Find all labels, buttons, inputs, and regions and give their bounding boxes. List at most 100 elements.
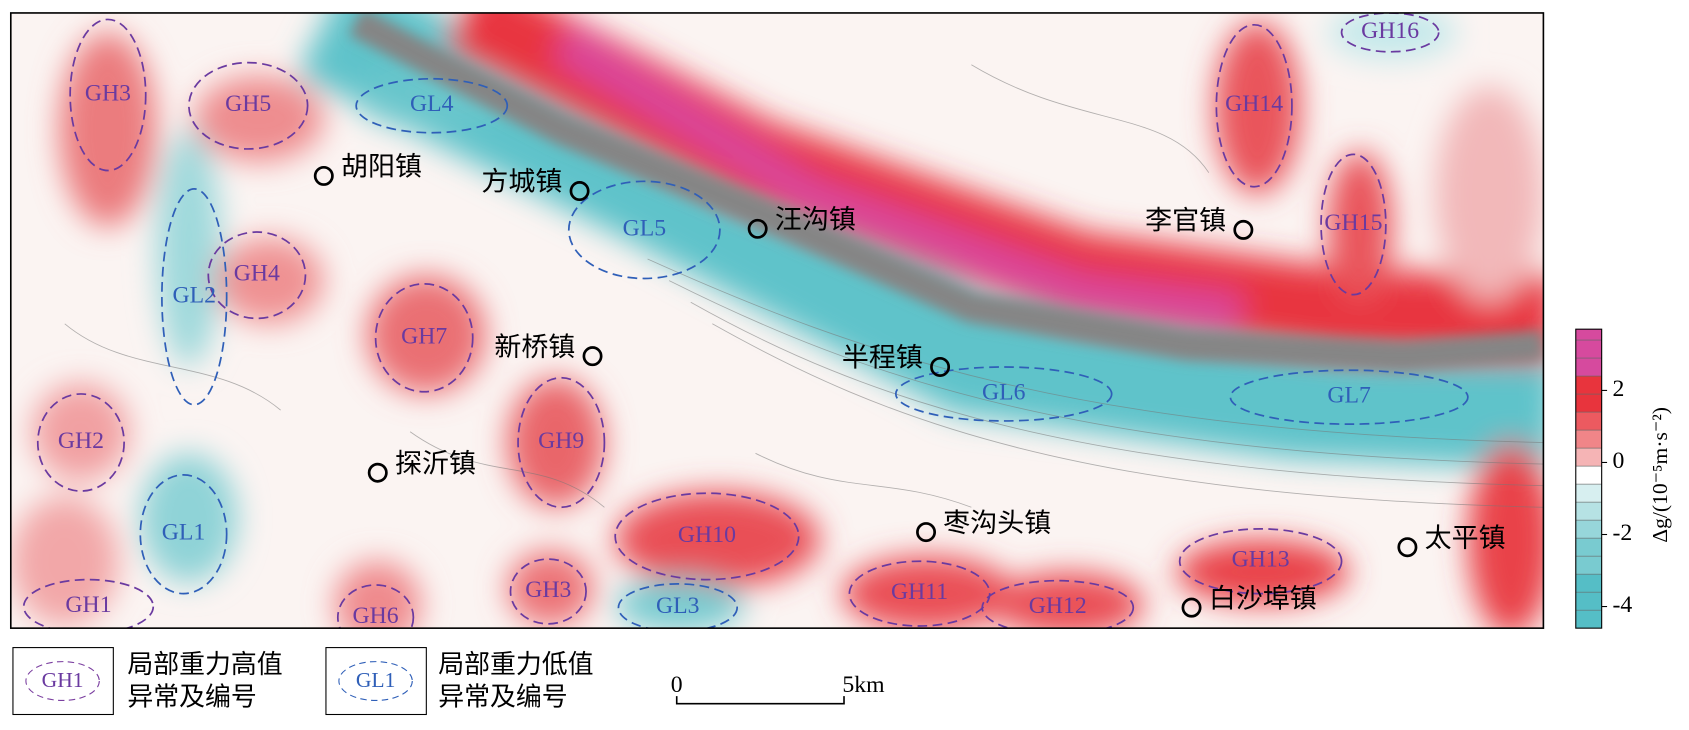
anomaly-outline xyxy=(336,584,415,629)
town-marker xyxy=(313,165,334,186)
fault-zone xyxy=(349,12,1544,372)
legend-text: 局部重力高值 xyxy=(127,650,282,679)
anomaly-label: GL2 xyxy=(173,282,217,308)
colorbar-band xyxy=(1575,519,1602,539)
anomaly-label: GL7 xyxy=(1327,383,1371,409)
legend-box xyxy=(325,647,427,716)
scale-start: 0 xyxy=(671,672,683,698)
legend-symbol-label: GL1 xyxy=(356,668,396,692)
anomaly-label: GL1 xyxy=(162,520,206,546)
map-frame xyxy=(9,12,1545,629)
anomaly-outline xyxy=(1320,153,1387,296)
anomaly-outline xyxy=(517,376,606,509)
colorbar-band xyxy=(1575,357,1602,377)
anomaly-label: GH12 xyxy=(1029,593,1087,619)
anomaly-outline xyxy=(617,583,739,629)
colorbar-tick-label: -4 xyxy=(1612,592,1632,618)
colorbar-tick-label: 2 xyxy=(1612,376,1624,402)
town-marker xyxy=(747,218,768,239)
colorbar-band xyxy=(1575,447,1602,467)
anomaly-label: GH7 xyxy=(401,323,447,349)
anomaly-outline xyxy=(509,558,587,625)
contours xyxy=(64,64,1544,508)
town-label: 胡阳镇 xyxy=(341,152,422,182)
town-marker xyxy=(582,346,603,367)
anomaly-outline xyxy=(355,77,509,134)
colorbar-frame xyxy=(1575,328,1603,629)
anomaly-outline xyxy=(1229,369,1469,426)
colorbar-band xyxy=(1575,339,1602,359)
map-area: GH3 GH5 GL4 GH16 GH14 GH15 GL5 GH4 GL2 GH7 GL6 GL7 G… xyxy=(10,12,1544,629)
anomaly-outline xyxy=(161,188,228,406)
colorbar-tick-label: -2 xyxy=(1612,520,1632,546)
legend: GH1 局部重力高值 异常及编号 GL1 局部重力低值 异常及编号 xyxy=(12,647,594,716)
anomaly-outline xyxy=(894,366,1113,422)
colorbar-band xyxy=(1575,483,1602,503)
anomaly-outline xyxy=(22,578,155,629)
town-label: 半程镇 xyxy=(842,343,923,373)
legend-box xyxy=(12,647,114,716)
town-marker xyxy=(1233,219,1254,240)
colorbar-band xyxy=(1575,328,1602,341)
colorbar-tick-label: 0 xyxy=(1612,448,1624,474)
colorbar-band xyxy=(1575,429,1602,449)
town-marker xyxy=(569,181,590,202)
legend-symbol xyxy=(25,661,100,702)
town-label: 新桥镇 xyxy=(494,332,575,362)
town-label: 方城镇 xyxy=(481,167,562,197)
colorbar-band xyxy=(1575,465,1602,485)
anomaly-label: GH14 xyxy=(1225,91,1283,117)
colorbar-band xyxy=(1575,609,1602,629)
town-label: 枣沟头镇 xyxy=(943,508,1051,538)
colorbar-band xyxy=(1575,537,1602,557)
anomaly-outline xyxy=(188,61,309,150)
anomaly-label: GL5 xyxy=(623,215,667,241)
anomaly-label: GH13 xyxy=(1232,547,1290,573)
anomaly-label: GH15 xyxy=(1324,210,1382,236)
anomaly-outline xyxy=(1340,12,1440,53)
anomaly-outline xyxy=(207,231,307,320)
scale-line xyxy=(675,696,845,705)
anomaly-label: GL6 xyxy=(982,379,1026,405)
colorbar-band xyxy=(1575,555,1602,575)
town-label: 探沂镇 xyxy=(395,448,476,478)
town-label: 白沙埠镇 xyxy=(1209,583,1317,613)
anomaly-outline xyxy=(139,474,228,595)
town-label: 李官镇 xyxy=(1145,206,1226,236)
anomaly-label: GL3 xyxy=(656,593,700,619)
anomaly-label: GH2 xyxy=(58,428,104,454)
anomaly-label: GH9 xyxy=(538,428,584,454)
anomaly-outline xyxy=(848,560,991,627)
scale-end: 5km xyxy=(842,672,885,698)
anomaly-outline xyxy=(1178,527,1343,595)
anomaly-outline xyxy=(374,282,474,393)
town-label: 太平镇 xyxy=(1425,523,1506,553)
anomaly-outline xyxy=(1215,23,1293,188)
anomaly-outline xyxy=(614,492,800,581)
anomaly-label: GH16 xyxy=(1361,18,1419,44)
colorbar-band xyxy=(1575,501,1602,521)
town-label: 汪沟镇 xyxy=(775,205,856,235)
colorbar-band xyxy=(1575,573,1602,593)
scale-bar: 0 5km xyxy=(671,672,885,705)
anomaly-label: GH4 xyxy=(234,261,280,287)
anomaly-outline xyxy=(36,393,125,492)
anomaly-label: GH3 xyxy=(85,80,131,106)
town-marker xyxy=(930,356,951,377)
town-marker xyxy=(1397,537,1418,558)
colorbar-band xyxy=(1575,393,1602,413)
legend-text: 异常及编号 xyxy=(127,682,256,711)
colorbar-band xyxy=(1575,375,1602,395)
anomaly-label: GL4 xyxy=(410,91,454,117)
anomaly-outline xyxy=(981,579,1135,629)
town-marker xyxy=(916,522,937,543)
anomaly-label: GH6 xyxy=(353,603,399,629)
anomaly-outline xyxy=(69,18,147,172)
legend-text: 异常及编号 xyxy=(438,682,567,711)
legend-symbol-label: GH1 xyxy=(42,668,84,692)
anomaly-label: GH11 xyxy=(891,579,948,605)
town-marker xyxy=(1181,597,1202,618)
anomaly-label: GH5 xyxy=(225,91,271,117)
colorbar-band xyxy=(1575,591,1602,611)
